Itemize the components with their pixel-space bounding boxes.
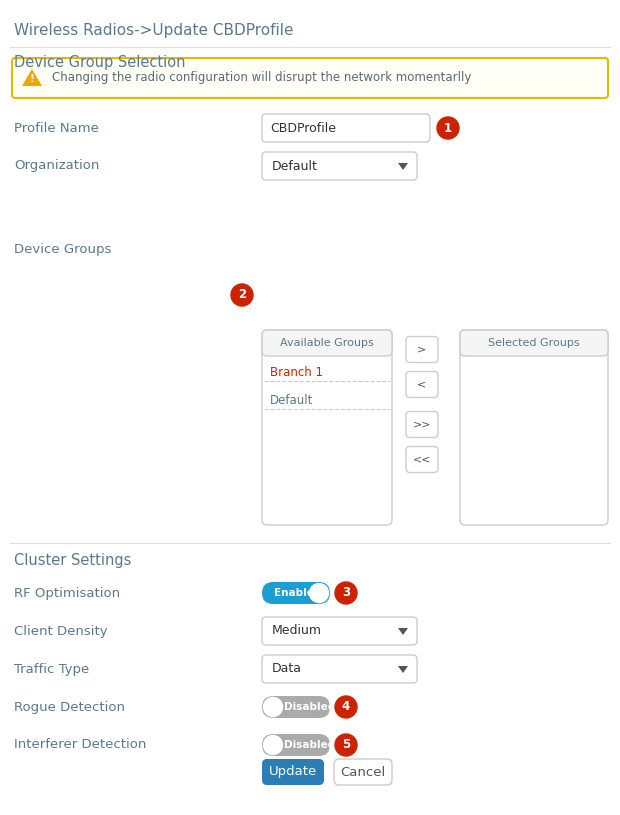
Circle shape (437, 117, 459, 139)
Text: Data: Data (272, 663, 302, 676)
FancyBboxPatch shape (262, 330, 392, 525)
Text: !: ! (30, 73, 35, 83)
Text: Traffic Type: Traffic Type (14, 663, 89, 676)
Circle shape (264, 698, 283, 716)
Polygon shape (398, 628, 408, 635)
Text: >>: >> (413, 420, 432, 430)
Circle shape (335, 696, 357, 718)
Circle shape (231, 284, 253, 306)
FancyBboxPatch shape (262, 655, 417, 683)
Text: Changing the radio configuration will disrupt the network momentarlly: Changing the radio configuration will di… (52, 72, 471, 85)
FancyBboxPatch shape (406, 412, 438, 438)
Text: CBDProfile: CBDProfile (270, 121, 336, 134)
FancyBboxPatch shape (460, 330, 608, 356)
Text: RF Optimisation: RF Optimisation (14, 587, 120, 600)
FancyBboxPatch shape (262, 696, 330, 718)
Circle shape (335, 734, 357, 756)
FancyBboxPatch shape (406, 372, 438, 398)
Text: 5: 5 (342, 738, 350, 751)
Text: Profile Name: Profile Name (14, 121, 99, 134)
Circle shape (335, 582, 357, 604)
FancyBboxPatch shape (262, 734, 330, 756)
Text: <<: << (413, 455, 432, 465)
Text: Interferer Detection: Interferer Detection (14, 738, 146, 751)
Text: Selected Groups: Selected Groups (488, 338, 580, 348)
Text: Device Group Selection: Device Group Selection (14, 55, 185, 71)
Text: Client Density: Client Density (14, 624, 108, 637)
FancyBboxPatch shape (12, 58, 608, 98)
FancyBboxPatch shape (262, 114, 430, 142)
Text: Branch 1: Branch 1 (270, 365, 323, 378)
Text: Wireless Radios->Update CBDProfile: Wireless Radios->Update CBDProfile (14, 24, 293, 38)
Text: Organization: Organization (14, 160, 99, 173)
Text: Device Groups: Device Groups (14, 244, 112, 257)
Polygon shape (22, 69, 42, 86)
FancyBboxPatch shape (262, 582, 330, 604)
Text: Available Groups: Available Groups (280, 338, 374, 348)
FancyBboxPatch shape (334, 759, 392, 785)
Circle shape (309, 584, 329, 602)
Text: Update: Update (269, 765, 317, 778)
Text: Cancel: Cancel (340, 765, 386, 778)
FancyBboxPatch shape (406, 447, 438, 473)
Text: Medium: Medium (272, 624, 322, 637)
Text: Disabled: Disabled (284, 740, 335, 750)
Text: Disabled: Disabled (284, 702, 335, 712)
FancyBboxPatch shape (262, 617, 417, 645)
Text: 4: 4 (342, 701, 350, 713)
FancyBboxPatch shape (262, 152, 417, 180)
Circle shape (264, 735, 283, 755)
Text: Rogue Detection: Rogue Detection (14, 701, 125, 713)
Text: Cluster Settings: Cluster Settings (14, 553, 131, 567)
FancyBboxPatch shape (460, 330, 608, 525)
FancyBboxPatch shape (262, 330, 392, 356)
Text: 2: 2 (238, 289, 246, 302)
Text: 1: 1 (444, 121, 452, 134)
Text: >: > (417, 345, 427, 355)
Text: Default: Default (272, 160, 318, 173)
Text: Default: Default (270, 394, 313, 407)
FancyBboxPatch shape (262, 759, 324, 785)
Polygon shape (398, 163, 408, 170)
Text: 3: 3 (342, 587, 350, 600)
Polygon shape (398, 666, 408, 673)
Text: Enable: Enable (274, 588, 314, 598)
FancyBboxPatch shape (406, 337, 438, 363)
Text: <: < (417, 380, 427, 390)
